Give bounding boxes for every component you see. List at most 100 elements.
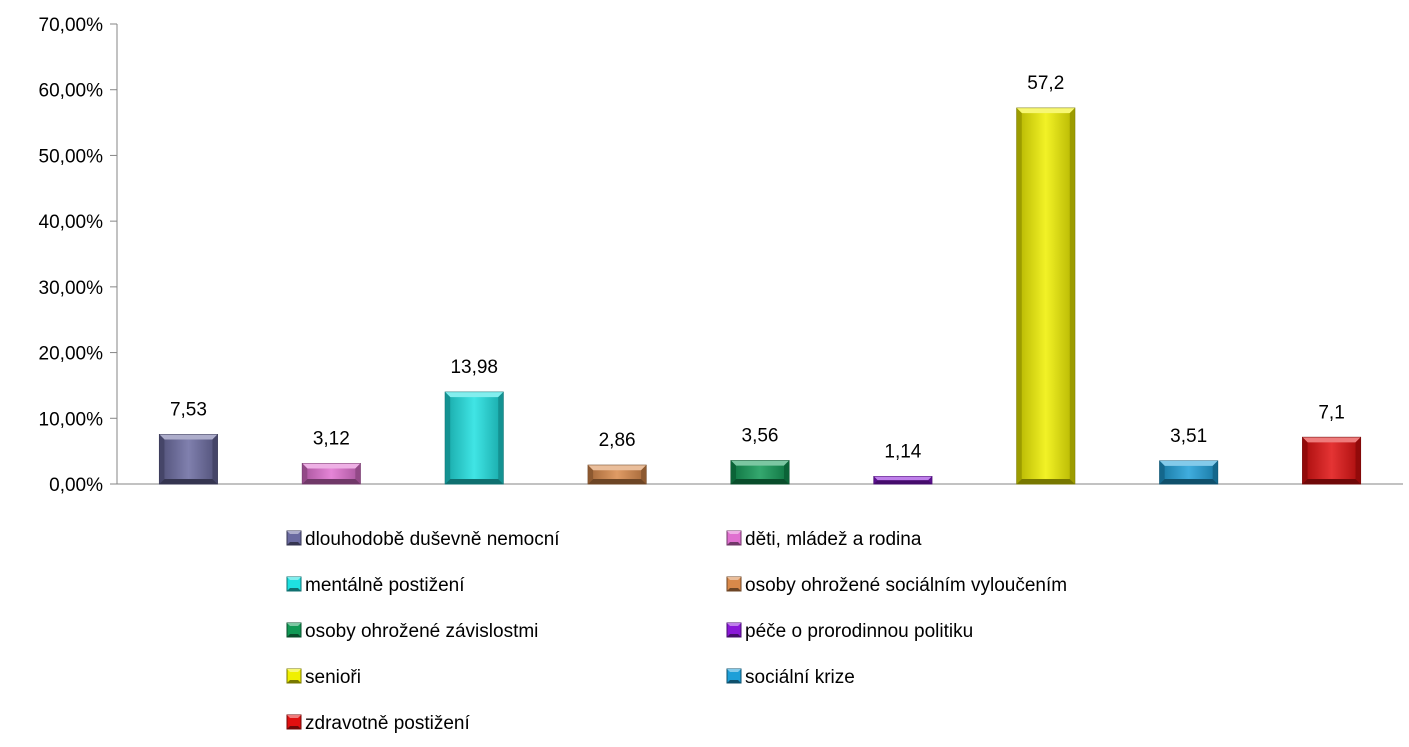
bar <box>1159 460 1219 485</box>
legend-swatch-bevel <box>727 669 741 672</box>
bar <box>301 462 361 485</box>
y-tick-label: 10,00% <box>39 409 104 430</box>
data-label: 57,2 <box>1027 73 1064 94</box>
data-labels: 7,53 3,12 13,98 2,86 3,56 1,14 57,2 3,51 7,1 <box>170 73 1345 462</box>
legend-swatch-bevel <box>287 669 301 672</box>
bar-bevel-right <box>928 476 932 484</box>
legend-label: senioři <box>305 667 361 688</box>
bar-bevel-top <box>1016 108 1075 114</box>
legend-swatch-shadow <box>287 634 301 637</box>
y-axis: 0,00% 10,00% 20,00% 30,00% 40,00% 50,00% 60,00… <box>39 15 1403 496</box>
bars <box>158 107 1362 485</box>
bar-bevel-bottom <box>588 479 647 484</box>
bar-body <box>444 391 504 485</box>
bar-bevel-top <box>302 463 361 469</box>
legend-item: dlouhodobě duševně nemocní <box>286 529 560 550</box>
legend-item: mentálně postižení <box>286 575 465 596</box>
bar-bevel-right <box>784 460 789 484</box>
data-label: 3,51 <box>1170 426 1207 447</box>
bar-bevel-left <box>1302 437 1308 484</box>
bar-bevel-right <box>1355 437 1361 484</box>
bar-bevel-bottom <box>731 479 789 484</box>
data-label: 13,98 <box>450 357 498 378</box>
legend-swatch-bevel <box>727 531 741 534</box>
y-tick-label: 0,00% <box>49 475 103 496</box>
bar-bevel-right <box>498 392 504 484</box>
legend-swatch-shadow <box>727 542 741 545</box>
legend-label: osoby ohrožené závislostmi <box>305 621 538 642</box>
legend-label: péče o prorodinnou politiku <box>745 621 973 642</box>
legend-swatch-shadow <box>287 588 301 591</box>
y-tick-label: 70,00% <box>39 15 104 36</box>
legend-label: dlouhodobě duševně nemocní <box>305 529 560 550</box>
data-label: 2,86 <box>599 430 636 451</box>
bar-bevel-top <box>159 434 218 440</box>
y-tick-label: 50,00% <box>39 146 104 167</box>
legend-label: zdravotně postižení <box>305 713 470 734</box>
legend-label: mentálně postižení <box>305 575 465 596</box>
bar-bevel-left <box>445 392 451 484</box>
bar-bevel-bottom <box>302 479 361 484</box>
legend-item: senioři <box>286 667 361 688</box>
bar <box>444 391 504 485</box>
y-tick-label: 60,00% <box>39 81 104 102</box>
bar-bevel-bottom <box>1159 479 1218 484</box>
bar-bevel-right <box>641 465 647 484</box>
legend-swatch-shadow <box>727 588 741 591</box>
bar-bevel-bottom <box>159 479 218 484</box>
legend-swatch-shadow <box>287 726 301 729</box>
legend-item: děti, mládež a rodina <box>726 529 922 550</box>
legend-item: osoby ohrožené závislostmi <box>286 621 538 642</box>
bar-bevel-left <box>588 465 594 484</box>
bar-bevel-bottom <box>873 480 932 484</box>
bar-bevel-right <box>355 463 361 484</box>
legend-label: děti, mládež a rodina <box>745 529 922 550</box>
bar-bevel-bottom <box>445 479 504 484</box>
bar-bevel-left <box>731 460 736 484</box>
bar-bevel-bottom <box>1302 479 1361 484</box>
bar-body <box>1016 107 1076 485</box>
bar-bevel-left <box>1016 108 1022 484</box>
legend-swatch-shadow <box>287 542 301 545</box>
legend-swatch-bevel <box>287 715 301 718</box>
bar-bevel-top <box>1302 437 1361 443</box>
legend-swatch-bevel <box>287 623 301 626</box>
bar-bevel-top <box>1159 460 1218 466</box>
bar-bevel-top <box>873 476 932 481</box>
bar <box>587 464 647 485</box>
legend-item: péče o prorodinnou politiku <box>726 621 973 642</box>
bar-bevel-top <box>445 392 504 398</box>
bar-bevel-right <box>212 434 218 484</box>
legend-swatch-shadow <box>727 634 741 637</box>
y-tick-label: 30,00% <box>39 278 104 299</box>
data-label: 3,56 <box>742 426 779 447</box>
data-label: 7,53 <box>170 400 207 421</box>
legend-swatch-shadow <box>727 680 741 683</box>
bar-body <box>158 434 218 485</box>
legend-swatch-bevel <box>287 577 301 580</box>
bar-bevel-bottom <box>1016 479 1075 484</box>
bar-bevel-left <box>159 434 165 484</box>
bar <box>873 476 933 485</box>
bar <box>1302 436 1362 485</box>
bar-bevel-right <box>1212 460 1218 484</box>
bar-bevel-left <box>302 463 308 484</box>
y-tick-label: 40,00% <box>39 212 104 233</box>
bar-bevel-left <box>873 476 878 484</box>
bar <box>730 460 790 485</box>
legend-label: sociální krize <box>745 667 855 688</box>
legend-swatch-shadow <box>287 680 301 683</box>
legend-swatch-bevel <box>287 531 301 534</box>
data-label: 7,1 <box>1318 402 1344 423</box>
legend-label: osoby ohrožené sociálním vyloučením <box>745 575 1067 596</box>
legend-swatch-bevel <box>727 623 741 626</box>
legend: dlouhodobě duševně nemocní děti, mládež a… <box>286 529 1067 734</box>
legend-item: osoby ohrožené sociálním vyloučením <box>726 575 1067 596</box>
bar-bevel-top <box>588 465 647 471</box>
bar-body <box>1302 436 1362 485</box>
legend-item: zdravotně postižení <box>286 713 470 734</box>
bar-bevel-top <box>731 460 789 466</box>
bar <box>1016 107 1076 485</box>
